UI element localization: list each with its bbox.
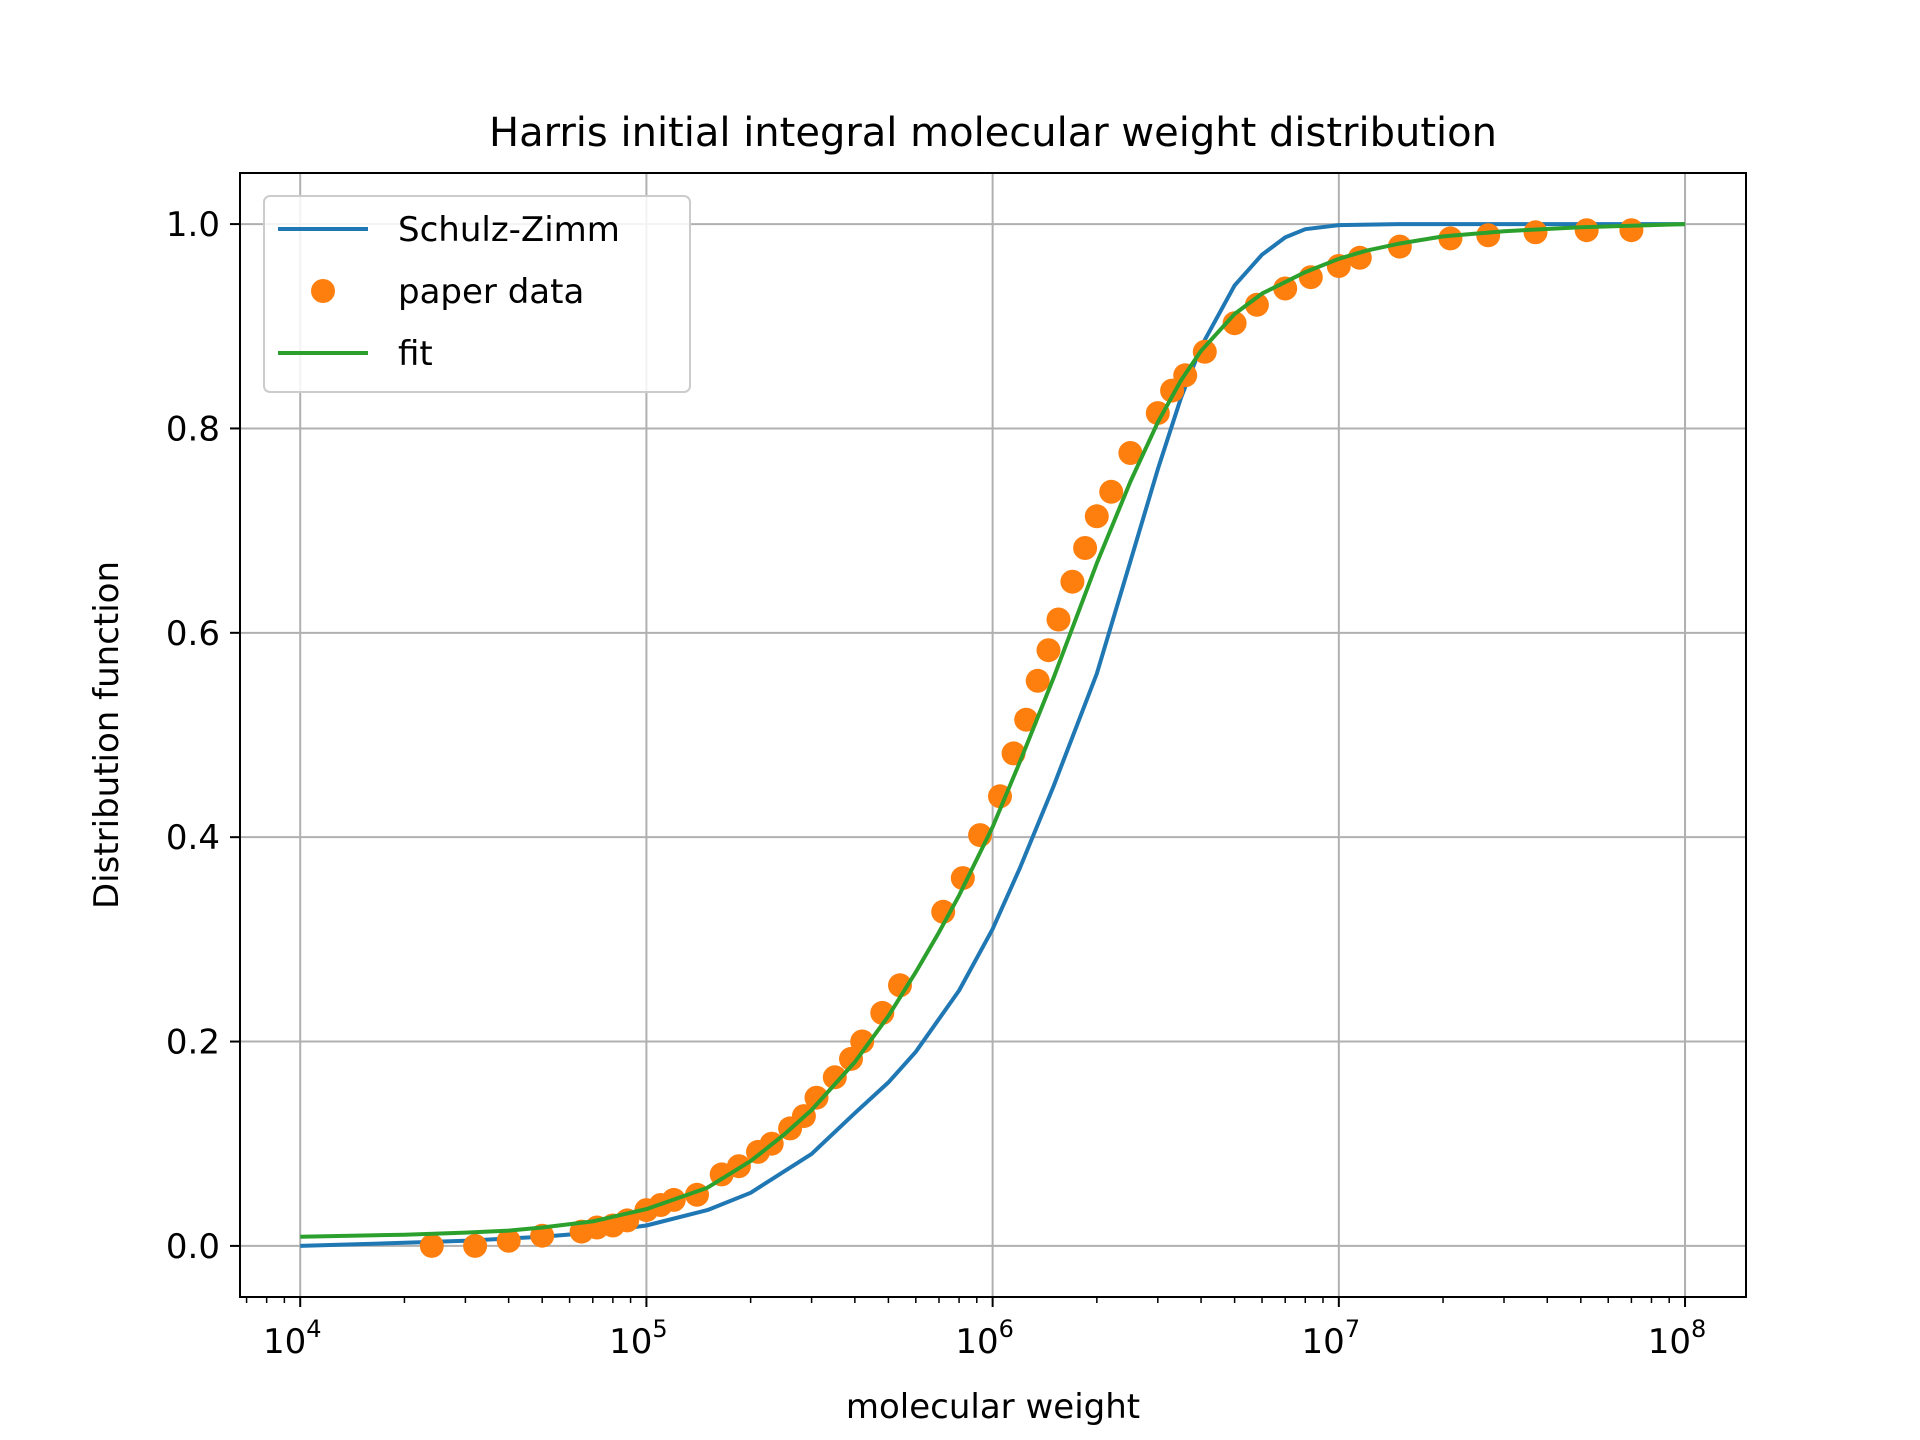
x-axis-label: molecular weight [846,1387,1140,1427]
data-point [1222,311,1247,336]
x-tick-exponent: 5 [652,1315,667,1343]
data-point [1060,569,1085,594]
x-tick-base: 10 [263,1322,306,1362]
data-point [1273,276,1298,301]
y-tick-label: 1.0 [166,205,220,245]
data-point [1619,218,1644,243]
data-point [1025,668,1050,693]
data-point [1476,223,1501,248]
x-tick-label: 105 [609,1315,668,1362]
legend-label: Schulz-Zimm [398,210,620,250]
data-point [822,1065,847,1090]
data-point [1244,292,1269,317]
x-tick-base: 10 [1648,1322,1691,1362]
data-point [1523,220,1548,245]
data-point [839,1046,863,1071]
x-tick-base: 10 [955,1322,998,1362]
data-point [1192,339,1217,364]
legend-label: fit [398,334,433,374]
x-tick-label: 107 [1302,1315,1361,1362]
x-tick-exponent: 6 [999,1315,1014,1343]
legend-entries: Schulz-Zimm paper data fit [278,210,620,374]
x-tick-base: 10 [609,1322,652,1362]
data-point [1118,441,1143,465]
legend-swatch-marker [311,279,335,303]
data-point [1438,226,1463,251]
data-point [496,1228,521,1253]
legend: Schulz-Zimm paper data fit [263,195,691,393]
data-point [1073,536,1098,560]
data-point [419,1233,444,1258]
legend-box [263,195,691,393]
data-point [1084,504,1109,529]
y-tick-label: 0.0 [166,1227,220,1267]
data-point [1014,707,1039,732]
data-point [1099,479,1124,504]
data-point [1046,607,1071,632]
y-tick-label: 0.4 [166,818,220,858]
x-tick-label: 108 [1648,1315,1707,1362]
y-tick-label: 0.8 [166,409,220,449]
data-point [804,1085,829,1110]
data-point [1574,218,1599,243]
y-tick-label: 0.6 [166,614,220,654]
data-point [463,1233,488,1258]
plot-series [300,218,1686,1258]
x-tick-exponent: 8 [1691,1315,1706,1343]
x-tick-label: 104 [263,1315,322,1362]
chart-title: Harris initial integral molecular weight… [489,110,1497,156]
data-point [850,1029,875,1054]
y-axis-label: Distribution function [87,561,127,909]
x-tick-exponent: 7 [1345,1315,1360,1343]
y-tick-label: 0.2 [166,1023,220,1063]
legend-label: paper data [398,272,584,312]
data-point [1145,401,1170,426]
x-tick-base: 10 [1302,1322,1345,1362]
x-tick-exponent: 4 [306,1315,321,1343]
data-point [1036,638,1061,663]
data-point [931,899,956,924]
x-tick-label: 106 [955,1315,1014,1362]
series-line-fit [300,222,1686,1239]
